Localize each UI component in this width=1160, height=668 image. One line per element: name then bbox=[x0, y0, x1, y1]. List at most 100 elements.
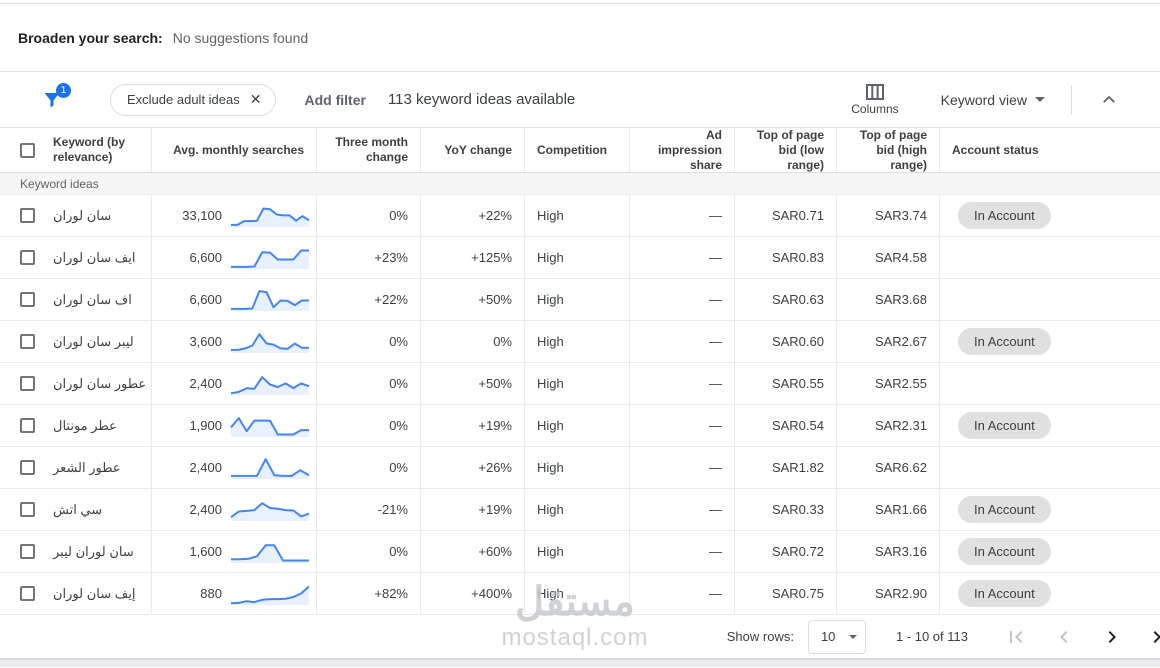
row-checkbox[interactable] bbox=[20, 208, 35, 223]
account-status-cell: In Account bbox=[940, 405, 1160, 446]
yoy-change-value: +19% bbox=[478, 418, 512, 433]
header-keyword-label[interactable]: Keyword (by relevance) bbox=[53, 135, 126, 164]
select-all-checkbox[interactable] bbox=[20, 142, 35, 158]
ad-impression-share-cell: — bbox=[630, 531, 735, 572]
top-bid-high-value: SAR1.66 bbox=[874, 502, 927, 517]
toolbar-divider bbox=[1071, 84, 1072, 115]
header-avg-monthly-searches[interactable]: Avg. monthly searches bbox=[152, 128, 317, 172]
three-month-change-value: 0% bbox=[389, 376, 408, 391]
competition-value: High bbox=[537, 208, 564, 223]
next-page-button[interactable] bbox=[1100, 625, 1124, 649]
header-three-month-change[interactable]: Three month change bbox=[317, 128, 421, 172]
add-filter-button[interactable]: Add filter bbox=[304, 91, 366, 108]
row-checkbox[interactable] bbox=[20, 334, 35, 349]
keyword-ideas-count: 113 keyword ideas available bbox=[387, 91, 576, 108]
table-row: سان لوران 33,100 0% +22% High — SAR0.71 … bbox=[0, 195, 1160, 237]
keyword-text: إيف سان لوران bbox=[53, 585, 136, 601]
yoy-change-value: +400% bbox=[471, 586, 512, 601]
top-bid-low-value: SAR0.63 bbox=[771, 292, 824, 307]
ad-impression-share-value: — bbox=[709, 292, 722, 307]
top-bid-low-value: SAR0.71 bbox=[771, 208, 824, 223]
row-checkbox[interactable] bbox=[20, 418, 35, 433]
competition-value: High bbox=[537, 376, 564, 391]
yoy-change-value: 0% bbox=[493, 334, 512, 349]
columns-button[interactable]: Columns bbox=[851, 83, 899, 116]
top-bid-low-value: SAR0.75 bbox=[771, 586, 824, 601]
chip-close-icon[interactable]: ✕ bbox=[249, 91, 262, 107]
ad-impression-share-value: — bbox=[709, 250, 722, 265]
competition-value: High bbox=[537, 334, 564, 349]
account-status-cell bbox=[940, 363, 1160, 404]
yoy-change-cell: +125% bbox=[421, 237, 525, 278]
chevron-down-icon bbox=[1035, 97, 1045, 102]
row-checkbox[interactable] bbox=[20, 460, 35, 475]
keyword-text: ايف سان لوران bbox=[53, 249, 136, 265]
header-top-bid-low[interactable]: Top of page bid (low range) bbox=[735, 128, 837, 172]
previous-page-button[interactable] bbox=[1052, 625, 1076, 649]
yoy-change-value: +60% bbox=[478, 544, 512, 559]
keyword-cell: إيف سان لوران bbox=[0, 573, 152, 614]
ad-impression-share-value: — bbox=[709, 376, 722, 391]
top-bid-low-value: SAR0.83 bbox=[771, 250, 824, 265]
three-month-change-value: +22% bbox=[374, 292, 408, 307]
table-row: عطور الشعر 2,400 0% +26% High — SAR1.82 … bbox=[0, 447, 1160, 489]
search-trend-sparkline bbox=[230, 375, 310, 395]
avg-searches-cell: 1,600 bbox=[152, 531, 317, 572]
avg-searches-value: 880 bbox=[200, 586, 222, 601]
row-checkbox[interactable] bbox=[20, 376, 35, 391]
keyword-cell: ايف سان لوران bbox=[0, 237, 152, 278]
top-bid-high-cell: SAR2.55 bbox=[837, 363, 940, 404]
header-account-status[interactable]: Account status bbox=[952, 142, 1039, 157]
competition-cell: High bbox=[525, 321, 630, 362]
last-page-button[interactable] bbox=[1148, 625, 1160, 649]
row-checkbox[interactable] bbox=[20, 250, 35, 265]
in-account-badge: In Account bbox=[958, 202, 1051, 229]
avg-searches-value: 2,400 bbox=[189, 460, 222, 475]
keyword-text: اف سان لوران bbox=[53, 291, 132, 307]
account-status-cell: In Account bbox=[940, 573, 1160, 614]
header-ad-impression-share[interactable]: Ad impression share bbox=[630, 128, 735, 172]
yoy-change-cell: +19% bbox=[421, 489, 525, 530]
ad-impression-share-cell: — bbox=[630, 573, 735, 614]
row-checkbox[interactable] bbox=[20, 586, 35, 601]
keyword-text: عطر مونتال bbox=[53, 417, 117, 433]
yoy-change-cell: +50% bbox=[421, 279, 525, 320]
competition-cell: High bbox=[525, 195, 630, 236]
keyword-view-dropdown[interactable]: Keyword view bbox=[941, 92, 1045, 108]
keyword-text: سان لوران ليبر bbox=[53, 543, 134, 559]
ad-impression-share-cell: — bbox=[630, 321, 735, 362]
top-bid-high-cell: SAR3.16 bbox=[837, 531, 940, 572]
ad-impression-share-cell: — bbox=[630, 195, 735, 236]
first-page-button[interactable] bbox=[1004, 625, 1028, 649]
yoy-change-cell: +19% bbox=[421, 405, 525, 446]
filter-chip-exclude-adult[interactable]: Exclude adult ideas ✕ bbox=[110, 83, 277, 116]
competition-cell: High bbox=[525, 489, 630, 530]
keyword-cell: ليبر سان لوران bbox=[0, 321, 152, 362]
rows-per-page-select[interactable]: 10 bbox=[807, 619, 866, 654]
filter-count-badge: 1 bbox=[56, 82, 71, 98]
account-status-cell: In Account bbox=[940, 321, 1160, 362]
top-bid-high-value: SAR4.58 bbox=[874, 250, 927, 265]
top-bid-high-cell: SAR3.68 bbox=[837, 279, 940, 320]
top-bid-low-cell: SAR0.54 bbox=[735, 405, 837, 446]
keyword-text: عطور الشعر bbox=[53, 459, 121, 475]
filter-funnel-icon bbox=[44, 92, 60, 107]
row-checkbox[interactable] bbox=[20, 544, 35, 559]
filter-funnel-button[interactable]: 1 bbox=[40, 82, 71, 112]
row-checkbox[interactable] bbox=[20, 292, 35, 307]
filter-toolbar: 1 Exclude adult ideas ✕ Add filter 113 k… bbox=[0, 72, 1160, 127]
top-bid-low-value: SAR0.60 bbox=[771, 334, 824, 349]
avg-searches-cell: 1,900 bbox=[152, 405, 317, 446]
collapse-chevron-up-icon[interactable] bbox=[1100, 91, 1118, 109]
header-top-bid-high[interactable]: Top of page bid (high range) bbox=[837, 128, 940, 172]
yoy-change-cell: 0% bbox=[421, 321, 525, 362]
yoy-change-value: +26% bbox=[478, 460, 512, 475]
header-yoy-change[interactable]: YoY change bbox=[421, 128, 525, 172]
top-bid-high-cell: SAR6.62 bbox=[837, 447, 940, 488]
in-account-badge: In Account bbox=[958, 328, 1051, 355]
header-competition[interactable]: Competition bbox=[525, 128, 630, 172]
keyword-cell: عطور سان لوران bbox=[0, 363, 152, 404]
row-checkbox[interactable] bbox=[20, 502, 35, 517]
competition-value: High bbox=[537, 460, 564, 475]
top-bid-low-value: SAR1.82 bbox=[771, 460, 824, 475]
